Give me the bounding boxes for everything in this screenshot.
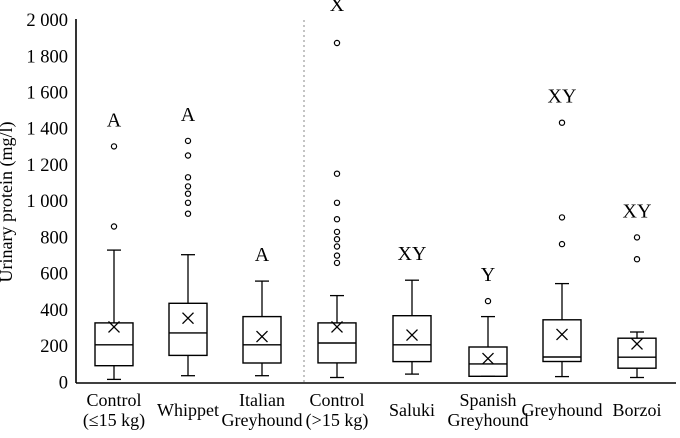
svg-text:1 400: 1 400	[26, 120, 68, 140]
svg-text:XY: XY	[623, 200, 652, 222]
svg-text:X: X	[330, 0, 345, 16]
svg-text:Italian: Italian	[239, 390, 285, 410]
svg-text:(>15 kg): (>15 kg)	[306, 410, 369, 431]
svg-text:0: 0	[59, 374, 68, 394]
svg-text:(≤15 kg): (≤15 kg)	[83, 410, 145, 431]
svg-text:Spanish: Spanish	[459, 390, 516, 410]
svg-text:XY: XY	[398, 243, 427, 265]
svg-text:A: A	[181, 104, 196, 126]
svg-text:200: 200	[40, 337, 68, 357]
svg-text:2 000: 2 000	[26, 11, 68, 31]
svg-text:Whippet: Whippet	[157, 400, 219, 420]
svg-text:Greyhound: Greyhound	[222, 410, 303, 430]
svg-text:Greyhound: Greyhound	[522, 400, 603, 420]
svg-text:Y: Y	[481, 264, 495, 286]
svg-text:Control: Control	[86, 390, 141, 410]
svg-text:1 200: 1 200	[26, 156, 68, 176]
svg-text:600: 600	[40, 265, 68, 285]
svg-text:800: 800	[40, 229, 68, 249]
svg-text:Saluki: Saluki	[389, 400, 435, 420]
svg-text:Urinary protein (mg/l): Urinary protein (mg/l)	[0, 122, 17, 283]
svg-text:1 600: 1 600	[26, 84, 68, 104]
svg-text:Greyhound: Greyhound	[448, 410, 529, 430]
svg-text:A: A	[107, 109, 122, 131]
svg-text:A: A	[255, 244, 270, 266]
svg-text:XY: XY	[548, 86, 577, 108]
svg-text:1 800: 1 800	[26, 48, 68, 68]
svg-text:1 000: 1 000	[26, 192, 68, 212]
svg-text:Borzoi: Borzoi	[613, 400, 662, 420]
svg-text:400: 400	[40, 301, 68, 321]
svg-text:Control: Control	[309, 390, 364, 410]
